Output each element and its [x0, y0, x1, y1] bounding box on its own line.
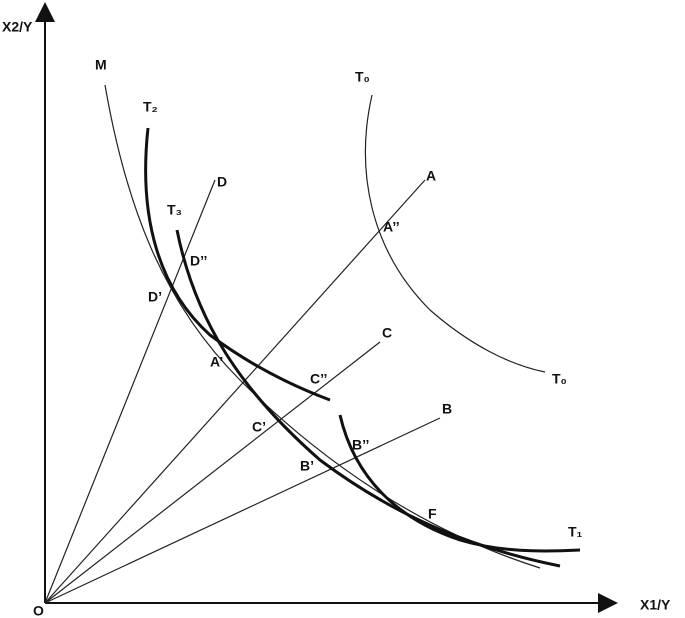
curve-m — [104, 84, 541, 569]
curve-label: T₀ — [552, 371, 567, 387]
origin-label: O — [33, 603, 44, 618]
curve-t2 — [144, 127, 331, 402]
ray-c — [44, 341, 381, 604]
point-label: D’ — [148, 289, 162, 305]
point-label: C’ — [252, 419, 266, 435]
point-label: D’’ — [190, 253, 207, 269]
point-label: C’’ — [310, 371, 327, 387]
point-label: B’ — [300, 458, 314, 474]
curve-t0 — [364, 94, 546, 373]
ray-a — [44, 179, 426, 604]
ray-label: A — [426, 168, 436, 184]
ray-b — [44, 417, 441, 604]
curve-label: T₃ — [167, 202, 182, 218]
ray-label: D — [217, 174, 227, 190]
ray-d — [44, 179, 216, 604]
curve-label: T₁ — [568, 524, 583, 540]
point-label: B’’ — [352, 437, 369, 453]
curve-t1 — [338, 414, 581, 553]
curve-label: T₀ — [355, 69, 370, 85]
point-label: F — [428, 506, 437, 522]
point-label: A’’ — [383, 219, 400, 235]
ray-label: B — [442, 401, 452, 417]
curve-t3 — [175, 229, 561, 568]
point-label: A’ — [210, 354, 223, 370]
curve-label: M — [95, 57, 107, 73]
ray-label: C — [382, 325, 392, 341]
y-axis-label: X2/Y — [2, 19, 33, 35]
curve-label: T₂ — [143, 99, 158, 115]
x-axis-label: X1/Y — [640, 597, 671, 613]
